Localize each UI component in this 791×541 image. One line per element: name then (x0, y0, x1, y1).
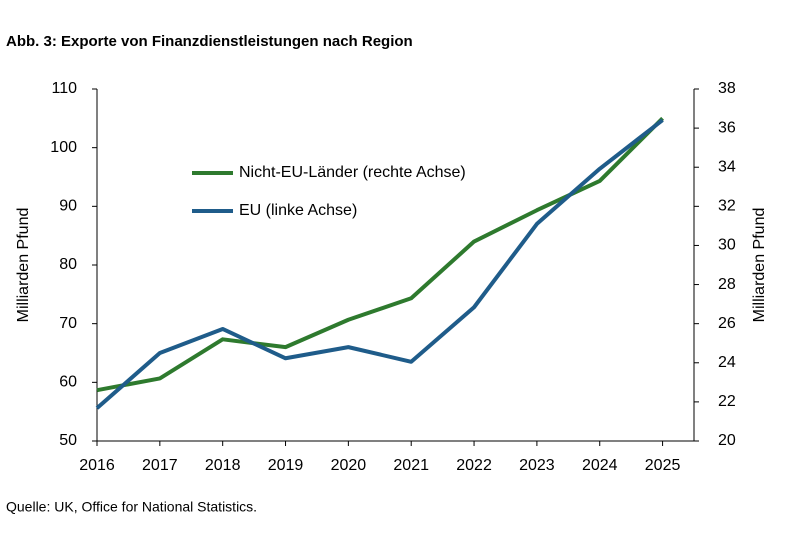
y2-tick-label: 26 (718, 315, 736, 332)
y2-axis-label: Milliarden Pfund (751, 208, 768, 323)
y2-tick-label: 22 (718, 393, 736, 410)
source: Quelle: UK, Office for National Statisti… (6, 499, 257, 515)
y-axis-label: Milliarden Pfund (15, 208, 32, 323)
y2-tick-label: 36 (718, 119, 736, 136)
y2-tick-label: 20 (718, 432, 736, 449)
y2-tick-label: 24 (718, 354, 736, 371)
x-tick-label: 2022 (456, 457, 492, 474)
y2-tick-label: 32 (718, 198, 736, 215)
chart-title: Abb. 3: Exporte von Finanzdienstleistung… (6, 33, 413, 50)
y-tick-label: 90 (59, 198, 77, 215)
y2-tick-label: 30 (718, 237, 736, 254)
y2-tick-label: 34 (718, 158, 736, 175)
series-line (96, 116, 664, 393)
legend-label: Nicht-EU-Länder (rechte Achse) (239, 164, 466, 181)
x-tick-label: 2017 (142, 457, 178, 474)
y-tick-label: 70 (59, 315, 77, 332)
series-line (95, 118, 664, 410)
x-tick-label: 2018 (205, 457, 241, 474)
y-tick-label: 80 (59, 256, 77, 273)
x-tick-label: 2020 (331, 457, 367, 474)
legend-label: EU (linke Achse) (239, 202, 357, 219)
x-tick-label: 2019 (268, 457, 304, 474)
x-tick-label: 2025 (645, 457, 681, 474)
y-tick-label: 60 (59, 374, 77, 391)
y2-tick-label: 28 (718, 276, 736, 293)
y-tick-label: 110 (51, 80, 77, 97)
x-tick-label: 2024 (582, 457, 618, 474)
y-tick-label: 100 (50, 139, 77, 156)
y-tick-label: 50 (59, 432, 77, 449)
x-tick-label: 2021 (393, 457, 429, 474)
x-tick-label: 2016 (79, 457, 115, 474)
y2-tick-label: 38 (718, 80, 736, 97)
x-tick-label: 2023 (519, 457, 555, 474)
